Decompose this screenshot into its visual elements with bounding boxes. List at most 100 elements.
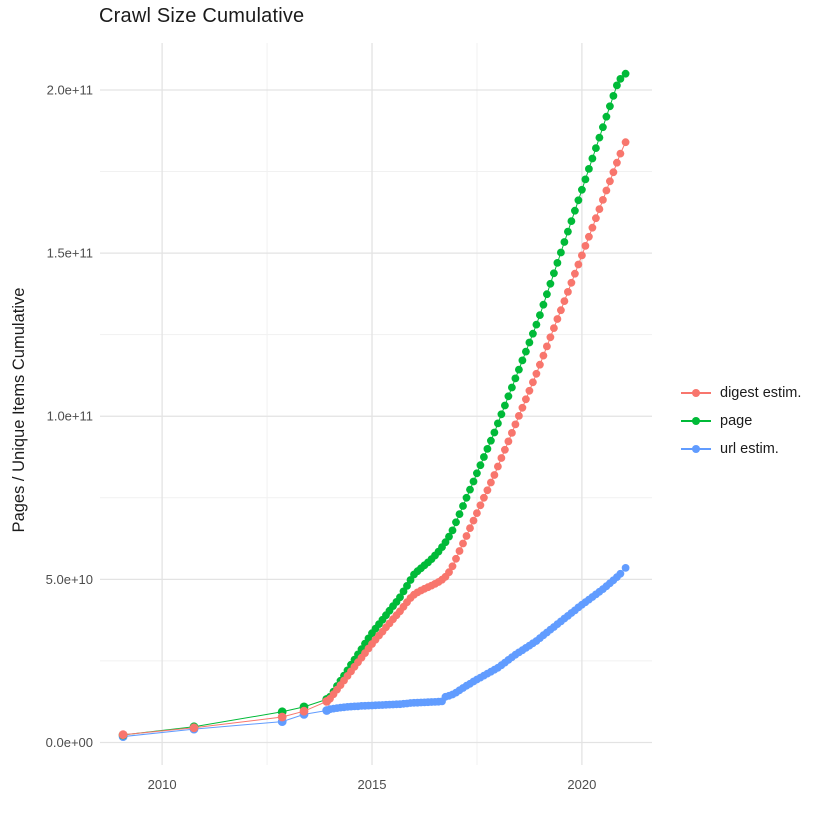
data-point-page [599, 123, 607, 132]
data-point-page [455, 510, 464, 518]
data-point-page [462, 493, 471, 502]
x-tick-label: 2020 [567, 777, 596, 792]
series-url [118, 564, 630, 741]
legend: digest estim. page url estim. [681, 379, 801, 463]
data-point-digest [616, 149, 625, 158]
series-digest [118, 138, 630, 740]
x-tick-label: 2010 [148, 777, 177, 792]
y-axis-title: Pages / Unique Items Cumulative [10, 287, 28, 533]
data-point-page [515, 365, 523, 374]
data-point-digest [487, 478, 495, 487]
data-point-page [609, 92, 618, 100]
data-point-digest [536, 360, 544, 369]
data-point-digest [621, 138, 630, 147]
data-point-page [567, 217, 576, 226]
data-point-page [539, 300, 548, 309]
y-tick-label: 2.0e+11 [47, 82, 93, 97]
data-point-page [508, 383, 516, 392]
data-point-page [546, 279, 555, 288]
data-point-page [518, 356, 527, 365]
data-point-page [494, 419, 502, 428]
data-point-page [557, 248, 565, 257]
data-point-page [483, 445, 492, 453]
data-point-digest [585, 232, 593, 241]
data-point-page [550, 269, 558, 278]
legend-key-dot [692, 445, 700, 453]
data-point-digest [466, 524, 474, 532]
data-point-digest [515, 412, 523, 420]
data-point-page [564, 227, 572, 236]
data-point-digest [494, 462, 502, 471]
data-point-page [525, 338, 534, 347]
data-point-digest [557, 306, 565, 315]
legend-label: url estim. [720, 441, 779, 457]
data-point-digest [497, 454, 506, 462]
series-line-url [123, 567, 626, 738]
data-point-digest [445, 568, 453, 577]
data-point-page [497, 410, 506, 419]
legend-label: page [720, 413, 753, 429]
chart-title: Crawl Size Cumulative [99, 5, 305, 27]
data-point-digest [592, 214, 600, 223]
data-point-page [553, 259, 562, 267]
legend-label: digest estim. [720, 385, 802, 401]
data-point-url [616, 569, 625, 578]
data-point-page [616, 75, 625, 83]
data-point-digest [459, 539, 467, 548]
y-tick-label: 1.0e+11 [47, 409, 93, 424]
data-point-digest [581, 242, 590, 250]
legend-key-dot [692, 417, 700, 425]
y-tick-label: 0.0e+00 [46, 735, 93, 750]
data-point-digest [480, 493, 488, 502]
y-tick-label: 5.0e+10 [46, 572, 93, 587]
data-point-digest [546, 333, 555, 342]
data-point-page [473, 469, 481, 478]
data-point-digest [529, 378, 537, 387]
data-point-digest [118, 730, 128, 740]
data-point-page [490, 428, 499, 437]
data-point-digest [606, 177, 614, 186]
data-point-digest [501, 445, 509, 454]
data-point-digest [504, 437, 513, 446]
y-tick-label: 1.5e+11 [47, 246, 93, 261]
data-point-page [543, 290, 551, 299]
data-point-digest [452, 554, 460, 563]
legend-key-icon [681, 413, 711, 429]
data-point-digest [543, 342, 551, 351]
data-point-digest [574, 260, 583, 269]
data-point-digest [299, 706, 309, 716]
data-point-digest [469, 516, 478, 525]
data-point-page [532, 320, 541, 329]
data-point-digest [567, 278, 576, 287]
data-point-digest [508, 429, 516, 437]
data-point-page [511, 374, 520, 383]
data-point-page [476, 461, 485, 470]
data-point-page [606, 102, 614, 111]
data-point-digest [483, 486, 492, 495]
data-point-page [621, 69, 630, 78]
data-point-digest [522, 395, 530, 404]
data-point-page [585, 165, 593, 173]
data-point-page [602, 112, 611, 121]
data-point-page [466, 485, 474, 494]
data-point-digest [511, 420, 520, 429]
data-point-digest [462, 532, 471, 540]
data-point-url [621, 564, 630, 572]
data-point-page [578, 185, 586, 194]
data-point-page [571, 206, 579, 215]
data-point-page [536, 311, 544, 319]
data-point-digest [518, 403, 527, 412]
data-point-digest [578, 251, 586, 260]
data-point-page [595, 133, 604, 142]
data-point-page [574, 196, 583, 205]
data-point-page [522, 347, 530, 356]
data-point-page [613, 81, 621, 90]
data-point-digest [473, 509, 481, 517]
data-point-digest [189, 723, 199, 733]
x-tick-label: 2015 [358, 777, 387, 792]
data-point-digest [564, 288, 572, 296]
legend-item-url: url estim. [681, 435, 801, 463]
legend-key-icon [681, 385, 711, 401]
